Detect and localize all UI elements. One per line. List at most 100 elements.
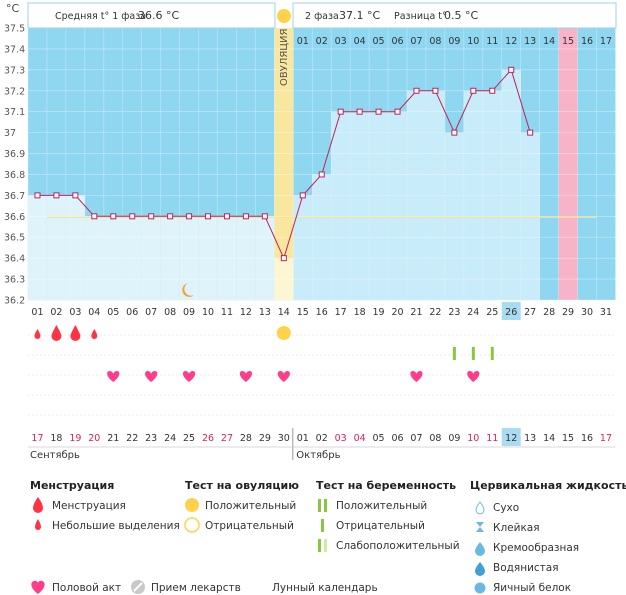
- temperature-column: [27, 195, 48, 301]
- moon-icon: [182, 283, 195, 297]
- temperature-point: [356, 108, 363, 115]
- highlight-column: [558, 28, 578, 300]
- y-tick-label: 37.5: [4, 24, 25, 35]
- phase1-label: Средняя t° 1 фаза: [55, 11, 146, 22]
- temperature-point: [280, 255, 287, 262]
- temperature-column: [65, 195, 86, 301]
- x-day-label: 09: [183, 307, 195, 318]
- date-label: 06: [391, 433, 403, 444]
- heart-icon: [467, 371, 480, 382]
- x-day-label: 14: [278, 307, 290, 318]
- temperature-point: [34, 192, 41, 199]
- legend-spotting-item: Небольшие выделения: [52, 520, 180, 532]
- top-day-label: 08: [429, 36, 441, 47]
- pregnancy-test-icon: [490, 347, 494, 360]
- x-day-label: 27: [524, 307, 536, 318]
- x-day-label: 12: [240, 307, 252, 318]
- phase2-box: [292, 2, 617, 29]
- x-day-label: 08: [164, 307, 176, 318]
- temperature-point: [489, 87, 496, 94]
- x-day-label: 04: [88, 307, 100, 318]
- temperature-column: [46, 195, 67, 301]
- legend-menstruation-item: Менструация: [52, 500, 126, 512]
- date-label: 01: [297, 433, 309, 444]
- temperature-point: [186, 213, 193, 220]
- x-day-label: 16: [316, 307, 328, 318]
- legend-pregnancy-negative: Отрицательный: [336, 520, 425, 532]
- top-day-label: 14: [543, 36, 555, 47]
- heart-icon: [410, 371, 423, 382]
- egg-white-icon: [474, 582, 486, 594]
- ovulation-negative-icon: [184, 517, 200, 533]
- heart-icon: [182, 371, 196, 382]
- temperature-column: [293, 195, 313, 301]
- temperature-point: [223, 213, 230, 220]
- phase2-label: 2 фаза: [305, 11, 339, 22]
- date-label: 24: [164, 433, 176, 444]
- temperature-point: [205, 213, 212, 220]
- top-day-label: 13: [524, 36, 536, 47]
- ovulation-label: ОВУЛЯЦИЯ: [279, 29, 290, 87]
- top-day-label: 17: [600, 36, 612, 47]
- x-day-label: 29: [562, 307, 574, 318]
- pregnancy-positive-icon: [318, 499, 321, 512]
- date-label: 12: [505, 433, 517, 444]
- menstruation-drop-icon: [91, 329, 98, 339]
- top-day-label: 07: [410, 36, 422, 47]
- legend-ovulation-positive: Положительный: [205, 500, 296, 512]
- date-label: 15: [562, 433, 574, 444]
- x-day-label: 21: [410, 307, 422, 318]
- top-day-label: 10: [467, 36, 479, 47]
- temperature-column: [387, 111, 408, 301]
- pregnancy-faint-icon: [318, 539, 321, 552]
- month-label: Октябрь: [296, 450, 340, 461]
- temperature-point: [432, 87, 439, 94]
- diff-label: Разница t°: [394, 11, 447, 22]
- x-day-label: 06: [126, 307, 138, 318]
- temperature-point: [167, 213, 174, 220]
- y-tick-label: 36.6: [4, 212, 25, 223]
- x-day-label: 15: [297, 307, 309, 318]
- y-tick-label: 37.4: [4, 44, 25, 55]
- spotting-drop-icon: [35, 519, 41, 530]
- temperature-point: [451, 129, 458, 136]
- x-day-label: 22: [429, 307, 441, 318]
- legend-pregnancy-title: Тест на беременность: [316, 479, 456, 492]
- temperature-point: [110, 213, 117, 220]
- x-day-label: 05: [107, 307, 119, 318]
- x-day-label: 26: [505, 307, 517, 318]
- temperature-column: [501, 69, 521, 301]
- ovulation-column: [274, 28, 294, 300]
- date-label: 03: [335, 433, 347, 444]
- temperature-point: [129, 213, 136, 220]
- creamy-icon: [475, 542, 485, 556]
- temperature-point: [527, 129, 534, 136]
- x-day-label: 02: [50, 307, 62, 318]
- phase2-value: 37.1 °C: [339, 9, 380, 22]
- diff-value: 0.5 °C: [444, 9, 478, 22]
- y-tick-label: 37: [4, 128, 16, 139]
- date-label: 04: [354, 433, 366, 444]
- temperature-point: [148, 213, 155, 220]
- menstruation-drop-icon: [51, 325, 62, 342]
- date-label: 13: [524, 433, 536, 444]
- y-tick-label: 36.3: [4, 275, 25, 286]
- heart-icon: [107, 371, 120, 382]
- pregnancy-negative-icon: [321, 519, 324, 532]
- sticky-icon: [476, 522, 484, 532]
- legend-cervical-sticky: Клейкая: [493, 522, 540, 534]
- temperature-point: [470, 87, 477, 94]
- legend-menstruation-title: Менструация: [30, 479, 114, 492]
- temperature-column: [368, 111, 389, 301]
- temperature-point: [53, 192, 60, 199]
- top-day-label: 03: [335, 36, 347, 47]
- y-tick-label: 37.2: [4, 86, 25, 97]
- temperature-point: [394, 108, 401, 115]
- temperature-column: [330, 111, 351, 301]
- date-label: 19: [69, 433, 81, 444]
- phase1-value: 36.6 °C: [138, 9, 179, 22]
- ovulation-sun-icon: [277, 9, 291, 23]
- y-tick-label: 36.5: [4, 233, 25, 244]
- date-label: 17: [31, 433, 43, 444]
- date-label: 28: [240, 433, 252, 444]
